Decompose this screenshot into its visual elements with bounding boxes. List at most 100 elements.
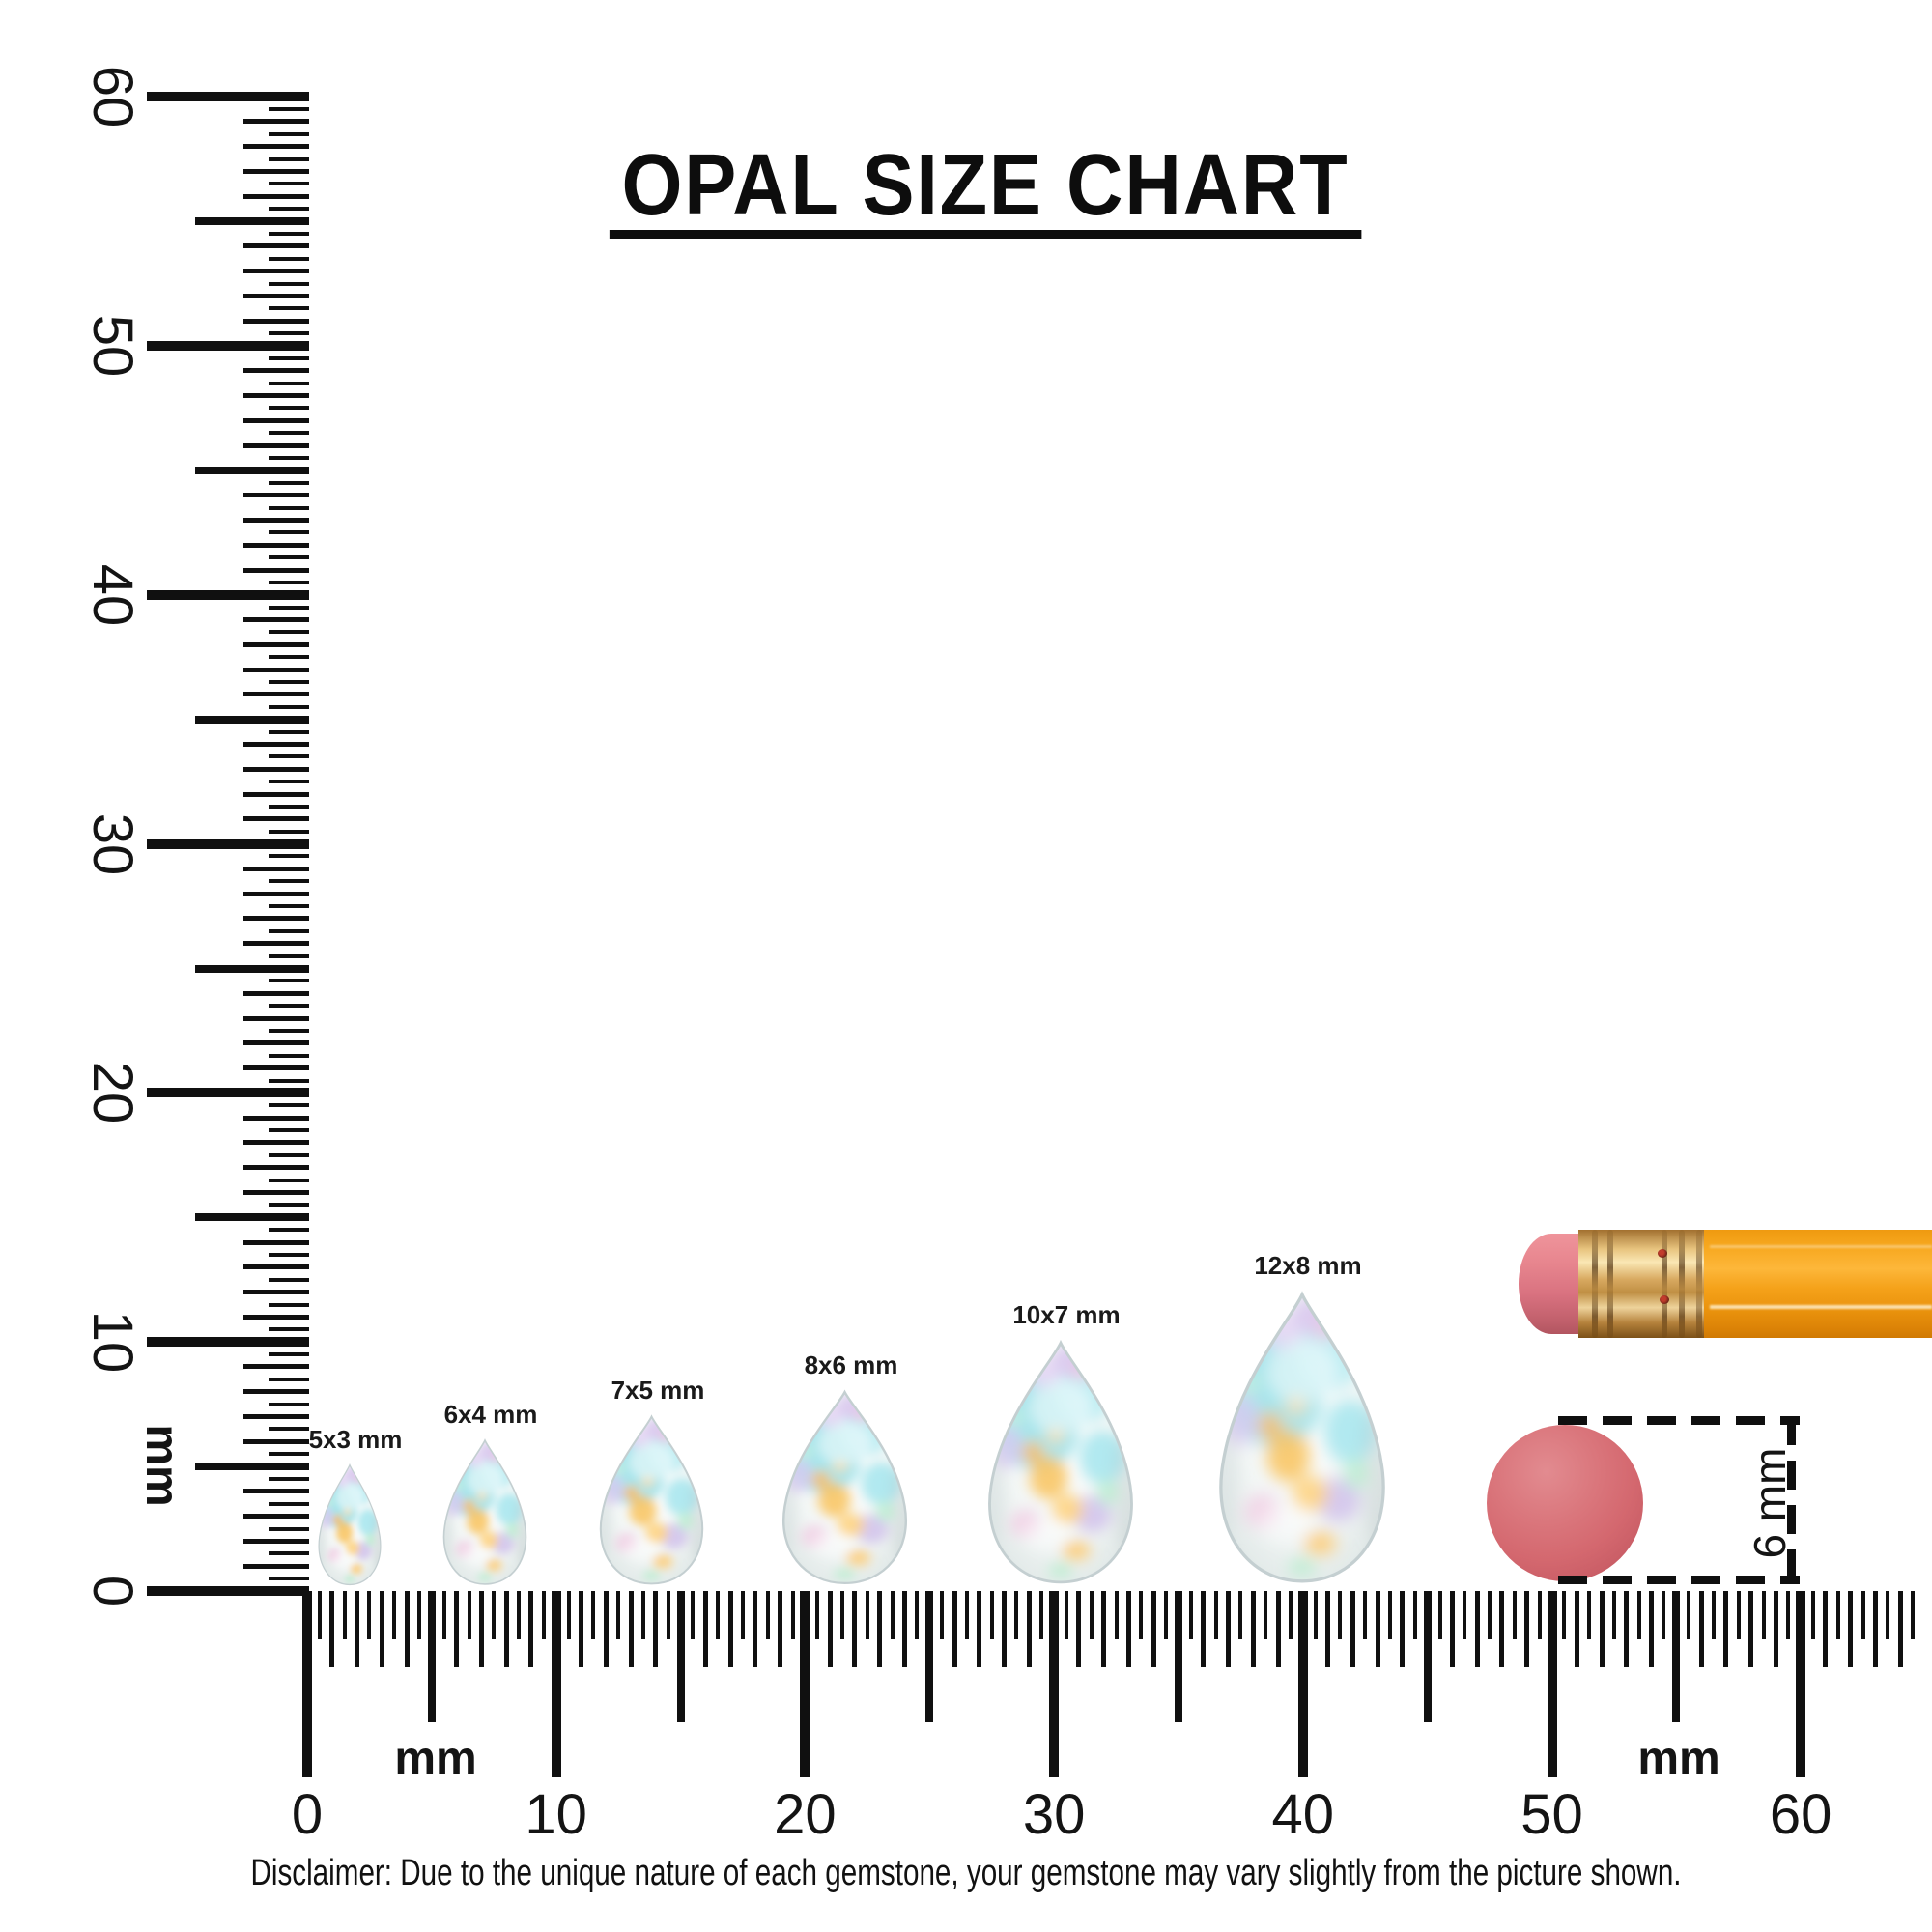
left-ruler-tick: [269, 1252, 309, 1257]
bottom-ruler-tick: [1250, 1591, 1256, 1667]
bottom-ruler-tick: [1174, 1591, 1182, 1722]
left-ruler-tick: [269, 1352, 309, 1357]
left-ruler-tick: [269, 456, 309, 460]
bottom-ruler-tick: [1264, 1591, 1268, 1639]
bottom-ruler-tick: [1723, 1591, 1729, 1667]
pencil-body: [1704, 1230, 1932, 1338]
left-ruler-tick: [243, 891, 309, 896]
left-ruler-tick: [243, 1314, 309, 1320]
bottom-ruler-unit-label-left: mm: [394, 1733, 477, 1784]
left-ruler-tick: [269, 256, 309, 261]
left-ruler-tick: [269, 704, 309, 709]
reference-dashed-line-top: [1558, 1416, 1800, 1425]
pencil-ferrule: [1578, 1230, 1706, 1338]
left-ruler-tick: [243, 293, 309, 298]
left-ruler-tick: [147, 589, 309, 600]
left-ruler-tick: [269, 505, 309, 510]
bottom-ruler-tick: [317, 1591, 322, 1639]
bottom-ruler-tick: [1672, 1591, 1681, 1722]
bottom-ruler-tick: [1039, 1591, 1044, 1639]
bottom-ruler-tick: [454, 1591, 460, 1667]
reference-dashed-line-bottom: [1558, 1576, 1800, 1584]
left-ruler-tick: [243, 442, 309, 448]
left-ruler-tick: [243, 493, 309, 498]
bottom-ruler-tick: [1786, 1591, 1791, 1639]
left-ruler-tick: [269, 555, 309, 560]
bottom-ruler-tick: [653, 1591, 659, 1667]
bottom-ruler-tick: [989, 1591, 994, 1639]
left-ruler-tick: [269, 928, 309, 933]
bottom-ruler-tick: [1151, 1591, 1156, 1667]
left-ruler-tick: [243, 1438, 309, 1444]
bottom-ruler-tick: [578, 1591, 583, 1667]
left-ruler-number: 30: [81, 812, 144, 875]
left-ruler-tick: [243, 1389, 309, 1395]
left-ruler-tick: [269, 754, 309, 759]
bottom-ruler-tick: [1313, 1591, 1318, 1639]
bottom-ruler-tick: [1375, 1591, 1380, 1667]
left-ruler-tick: [243, 941, 309, 947]
left-ruler-tick: [243, 119, 309, 125]
bottom-ruler-tick: [478, 1591, 484, 1667]
left-ruler-tick: [243, 269, 309, 274]
bottom-ruler-tick: [628, 1591, 634, 1667]
left-ruler-tick: [243, 542, 309, 548]
bottom-ruler-tick: [1297, 1591, 1308, 1777]
bottom-ruler-tick: [1201, 1591, 1207, 1667]
opal-5x3: [312, 1463, 387, 1587]
left-ruler-number: 20: [81, 1062, 144, 1124]
left-ruler-tick: [269, 1028, 309, 1033]
left-ruler-tick: [243, 1514, 309, 1520]
reference-circle-6mm: [1487, 1425, 1643, 1581]
bottom-ruler-tick: [566, 1591, 571, 1639]
left-ruler-tick: [269, 1327, 309, 1332]
left-ruler-tick: [269, 381, 309, 385]
bottom-ruler-tick: [964, 1591, 969, 1639]
bottom-ruler-tick: [603, 1591, 609, 1667]
opal-label-12x8: 12x8 mm: [1254, 1251, 1362, 1280]
bottom-ruler-tick: [1350, 1591, 1355, 1667]
left-ruler-tick: [269, 182, 309, 186]
left-ruler-tick: [269, 1228, 309, 1233]
bottom-ruler-tick: [1338, 1591, 1343, 1639]
ferrule-groove: [1696, 1230, 1702, 1338]
left-ruler-tick: [269, 1203, 309, 1208]
left-ruler-tick: [243, 1563, 309, 1569]
bottom-ruler-tick: [1213, 1591, 1218, 1639]
bottom-ruler-tick: [640, 1591, 645, 1639]
bottom-ruler-tick: [1387, 1591, 1392, 1639]
left-ruler-tick: [269, 979, 309, 983]
left-ruler-tick: [269, 480, 309, 485]
pencil: [1519, 1230, 1932, 1338]
left-ruler-tick: [147, 1088, 309, 1098]
bottom-ruler-tick: [1026, 1591, 1032, 1667]
left-ruler-tick: [243, 741, 309, 747]
bottom-ruler-tick: [1449, 1591, 1455, 1667]
left-ruler-tick: [269, 804, 309, 809]
bottom-ruler-tick: [517, 1591, 522, 1639]
bottom-ruler-tick: [329, 1591, 335, 1667]
bottom-ruler-tick: [1736, 1591, 1741, 1639]
bottom-ruler-tick: [1748, 1591, 1754, 1667]
bottom-ruler-tick: [541, 1591, 546, 1639]
bottom-ruler-tick: [1911, 1591, 1916, 1639]
bottom-ruler-tick: [1624, 1591, 1630, 1667]
bottom-ruler-tick: [740, 1591, 745, 1639]
bottom-ruler-tick: [1114, 1591, 1119, 1639]
bottom-ruler-tick: [1512, 1591, 1517, 1639]
left-ruler-tick: [269, 605, 309, 610]
bottom-ruler-tick: [1587, 1591, 1592, 1639]
bottom-ruler-tick: [691, 1591, 696, 1639]
bottom-ruler-tick: [1649, 1591, 1655, 1667]
bottom-ruler-tick: [1400, 1591, 1406, 1667]
bottom-ruler-number: 50: [1520, 1783, 1583, 1846]
bottom-ruler-tick: [1363, 1591, 1368, 1639]
bottom-ruler-tick: [616, 1591, 621, 1639]
bottom-ruler-tick: [1796, 1591, 1806, 1777]
bottom-ruler-tick: [1474, 1591, 1480, 1667]
left-ruler-tick: [269, 1053, 309, 1058]
left-ruler-tick: [243, 1414, 309, 1420]
left-ruler-tick: [269, 1277, 309, 1282]
bottom-ruler-tick: [1288, 1591, 1293, 1639]
bottom-ruler-tick: [901, 1591, 907, 1667]
